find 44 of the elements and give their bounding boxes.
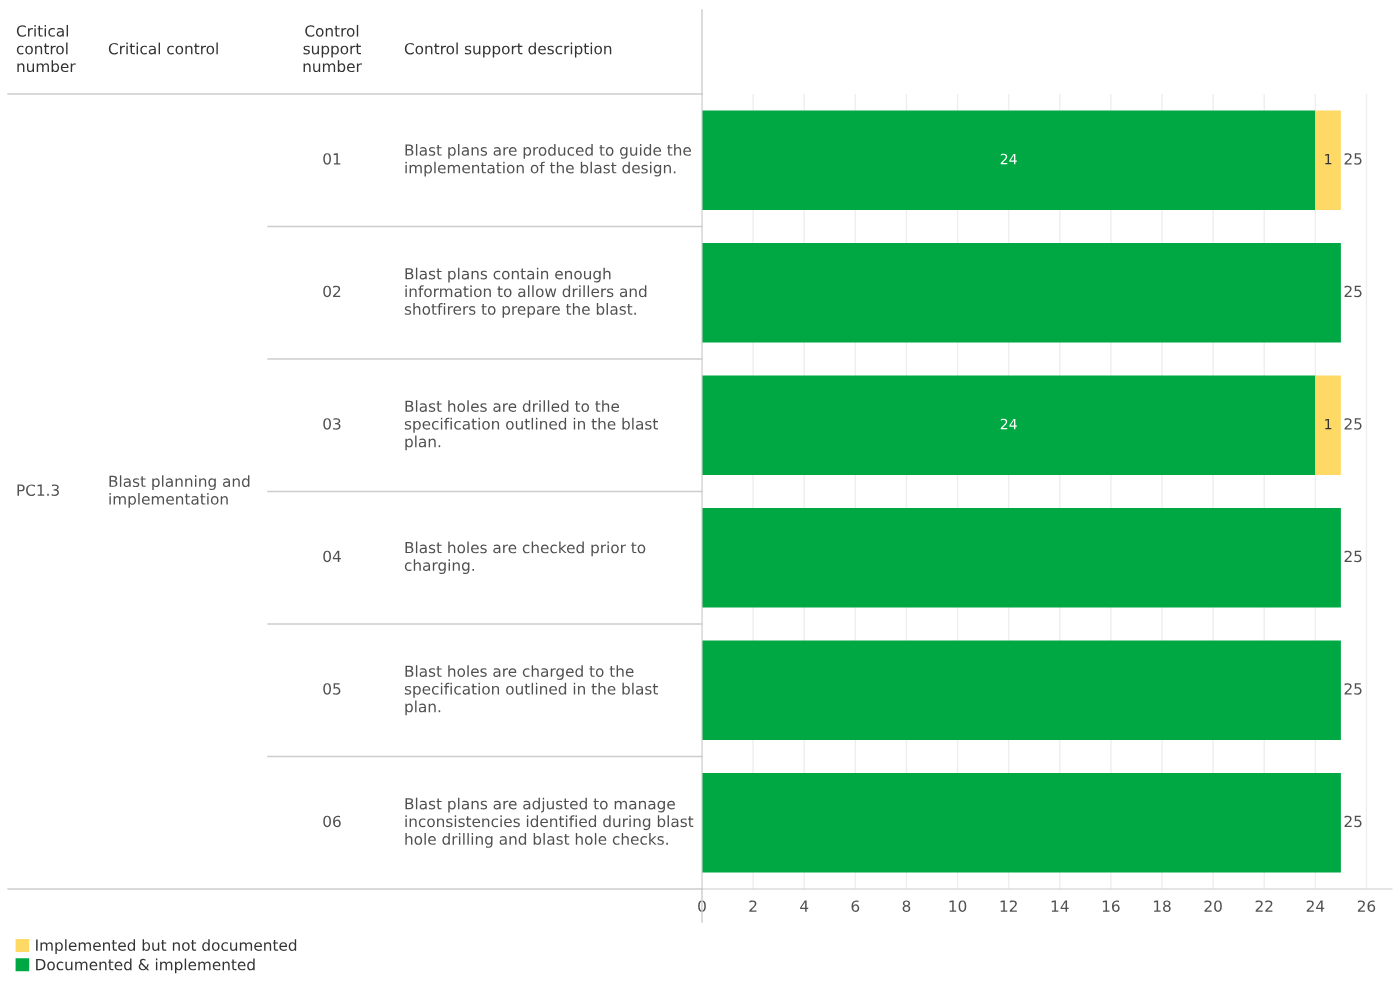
x-tick-label: 14 bbox=[1051, 900, 1069, 912]
data-label: 24 bbox=[1000, 153, 1017, 165]
total-label: 25 bbox=[1344, 285, 1362, 298]
y-tick-label: Blast holes are drilled to the specification outlined in the blast plan. bbox=[404, 400, 658, 451]
text: 03 bbox=[323, 418, 341, 430]
text: 05 bbox=[323, 683, 341, 695]
x-tick-label: 18 bbox=[1153, 900, 1171, 912]
x-tick-label: 26 bbox=[1357, 900, 1376, 912]
x-tick-label: 16 bbox=[1102, 900, 1120, 912]
total-label: 25 bbox=[1344, 683, 1362, 695]
text: 02 bbox=[323, 285, 341, 298]
text: Blast planning and implementation bbox=[109, 475, 250, 508]
x-tick-label: 0 bbox=[698, 900, 706, 912]
text: Control support number bbox=[303, 24, 362, 73]
legend-label: Documented & implemented bbox=[36, 958, 255, 974]
x-tick-label: 12 bbox=[1000, 900, 1017, 912]
y-tick-label: Blast plans contain enough information to allow drillers and shotfirers to prepare the blast. bbox=[404, 267, 647, 318]
text: Critical control bbox=[108, 42, 218, 55]
total-label: 25 bbox=[1344, 815, 1362, 828]
x-tick-label: 24 bbox=[1306, 900, 1325, 912]
y-tick-label: Blast plans are produced to guide the implementation of the blast design. bbox=[405, 144, 691, 177]
text: 01 bbox=[323, 153, 341, 165]
total-label: 25 bbox=[1344, 153, 1362, 165]
x-tick-label: 6 bbox=[851, 900, 860, 912]
text: Critical control number bbox=[16, 24, 76, 73]
x-tick-label: 2 bbox=[749, 900, 757, 912]
total-label: 25 bbox=[1344, 418, 1362, 430]
y-tick-label: Blast plans are adjusted to manage inconsistencies identified during blast hole drilling and blast hole checks. bbox=[405, 797, 694, 848]
text: 04 bbox=[323, 550, 341, 563]
legend-label: Implemented but not documented bbox=[36, 939, 297, 954]
data-label: 1 bbox=[1325, 153, 1332, 165]
x-tick-label: 22 bbox=[1255, 900, 1273, 912]
x-tick-label: 10 bbox=[949, 900, 967, 912]
text: 06 bbox=[323, 815, 341, 828]
y-tick-label: Blast holes are checked prior to charging. bbox=[404, 541, 646, 574]
x-tick-label: 8 bbox=[902, 900, 911, 912]
text: PC1.3 bbox=[17, 484, 59, 496]
y-tick-label: Blast holes are charged to the specification outlined in the blast plan. bbox=[404, 665, 658, 716]
x-tick-label: 4 bbox=[800, 900, 809, 912]
data-label: 24 bbox=[1000, 418, 1017, 430]
data-label: 1 bbox=[1325, 418, 1332, 430]
total-label: 25 bbox=[1344, 550, 1362, 563]
x-tick-label: 20 bbox=[1204, 900, 1222, 912]
text: Control support description bbox=[404, 42, 612, 58]
